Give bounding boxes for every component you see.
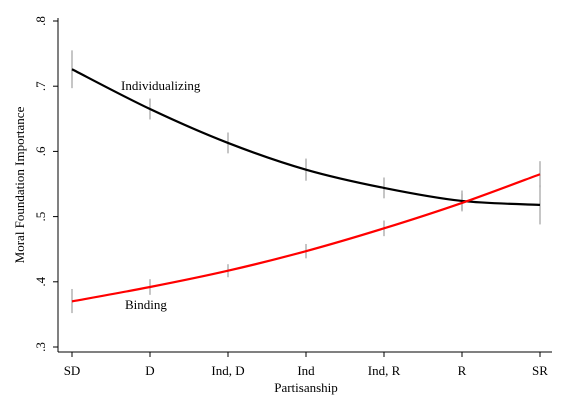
x-tick-label: Ind, R bbox=[368, 363, 401, 378]
binding-label: Binding bbox=[125, 297, 167, 312]
x-tick-label: SD bbox=[64, 363, 81, 378]
x-tick-label: Ind bbox=[297, 363, 315, 378]
y-axis-title: Moral Foundation Importance bbox=[12, 106, 27, 263]
y-tick-label: .3 bbox=[33, 342, 48, 352]
x-axis-title: Partisanship bbox=[274, 380, 338, 395]
x-tick-label: SR bbox=[532, 363, 548, 378]
axes: .3 .4 .5 .6 .7 .8 SD D Ind, D Ind Ind, R R SR bbox=[33, 16, 552, 378]
y-tick-label: .5 bbox=[33, 212, 48, 222]
x-tick-label: D bbox=[145, 363, 154, 378]
binding-line bbox=[71, 173, 541, 303]
x-tick-label: R bbox=[458, 363, 467, 378]
series-lines bbox=[71, 68, 541, 303]
individualizing-label: Individualizing bbox=[121, 78, 201, 93]
x-tick-label: Ind, D bbox=[211, 363, 244, 378]
y-tick-label: .4 bbox=[33, 276, 48, 286]
series-labels: Individualizing Binding bbox=[121, 78, 201, 312]
y-tick-label: .8 bbox=[33, 16, 48, 26]
y-tick-label: .6 bbox=[33, 146, 48, 156]
individualizing-line bbox=[71, 68, 541, 206]
y-tick-label: .7 bbox=[33, 81, 48, 91]
